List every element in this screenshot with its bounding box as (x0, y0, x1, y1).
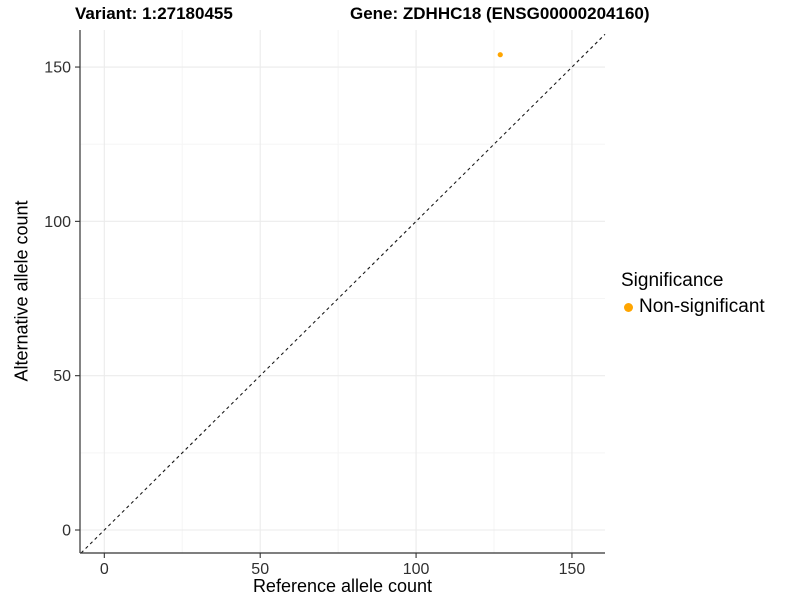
x-axis-tick-label: 50 (251, 561, 269, 578)
legend: Significance Non-significant (621, 270, 765, 318)
data-point (497, 52, 503, 58)
variant-title: Variant: 1:27180455 (75, 4, 233, 23)
y-axis-title: Alternative allele count (11, 200, 32, 382)
x-axis-title: Reference allele count (252, 576, 433, 596)
gene-title: Gene: ZDHHC18 (ENSG00000204160) (350, 4, 650, 23)
y-axis-tick-label: 50 (53, 368, 71, 385)
legend-key-dot-icon (624, 302, 633, 312)
legend-item-label: Non-significant (639, 296, 765, 317)
x-axis-tick-label: 100 (403, 561, 430, 578)
legend-item: Non-significant (624, 296, 765, 318)
y-axis-tick-label: 150 (44, 60, 71, 77)
identity-dashed-line (80, 33, 606, 554)
legend-title: Significance (621, 270, 724, 291)
y-axis-tick-label: 100 (44, 214, 71, 231)
x-axis-tick-label: 0 (100, 561, 109, 578)
y-axis-tick-label: 0 (62, 523, 71, 540)
x-axis-tick-label: 150 (559, 561, 586, 578)
